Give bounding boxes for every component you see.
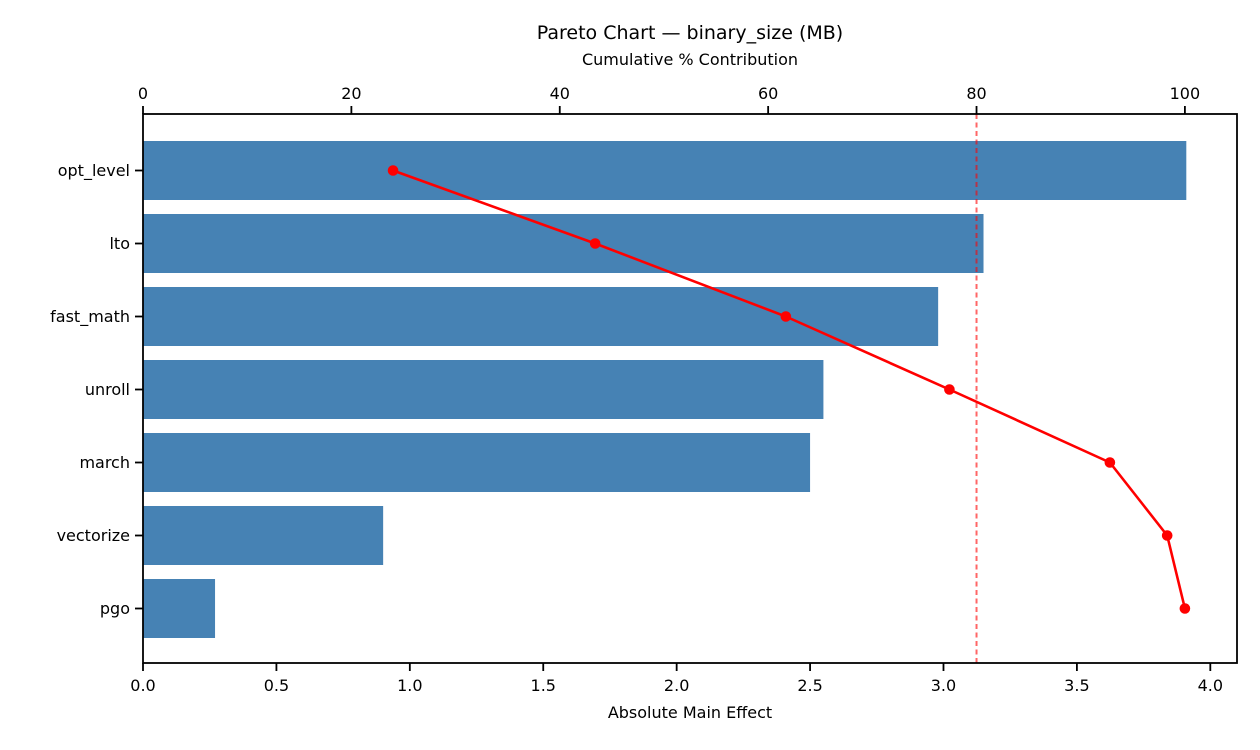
y-tick-label-march: march [79, 453, 130, 472]
x-tick-label: 1.0 [397, 676, 422, 695]
x-tick-label: 0.5 [264, 676, 289, 695]
bar-march [143, 433, 811, 492]
x-tick-label: 3.5 [1064, 676, 1089, 695]
cumulative-point-pgo [1179, 603, 1191, 614]
cumulative-point-march [1104, 457, 1116, 468]
x-tick-label: 4.0 [1198, 676, 1223, 695]
chart-title: Pareto Chart — binary_size (MB) [536, 22, 844, 44]
x-tick-label: 2.5 [797, 676, 822, 695]
bar-fast_math [143, 287, 939, 346]
cumulative-point-unroll [944, 384, 955, 395]
x-tick-label: 0.0 [130, 676, 155, 695]
top-axis-label: Cumulative % Contribution [581, 50, 799, 69]
top-tick-label: 40 [550, 84, 570, 103]
plot-border [142, 113, 1238, 664]
y-tick-label-unroll: unroll [85, 380, 130, 399]
top-tick-label: 60 [758, 84, 778, 103]
top-tick-label: 100 [1170, 84, 1201, 103]
cumulative-point-fast_math [780, 311, 792, 322]
x-tick-label: 2.0 [664, 676, 689, 695]
y-tick-label-fast_math: fast_math [50, 307, 130, 327]
y-tick-label-opt_level: opt_level [58, 161, 130, 181]
x-tick-label: 3.0 [931, 676, 956, 695]
top-tick-label: 20 [341, 84, 361, 103]
cumulative-point-lto [589, 238, 601, 249]
bar-pgo [143, 579, 216, 638]
y-tick-label-vectorize: vectorize [57, 526, 130, 545]
bar-vectorize [143, 506, 384, 565]
top-tick-label: 0 [138, 84, 148, 103]
cumulative-point-vectorize [1161, 530, 1173, 541]
y-tick-label-pgo: pgo [100, 599, 130, 618]
top-tick-label: 80 [966, 84, 986, 103]
cumulative-point-opt_level [387, 165, 399, 176]
y-tick-label-lto: lto [109, 234, 130, 253]
x-axis-label: Absolute Main Effect [607, 703, 773, 722]
bar-lto [143, 214, 984, 273]
bar-unroll [143, 360, 824, 419]
bar-opt_level [143, 141, 1187, 200]
x-tick-label: 1.5 [531, 676, 556, 695]
